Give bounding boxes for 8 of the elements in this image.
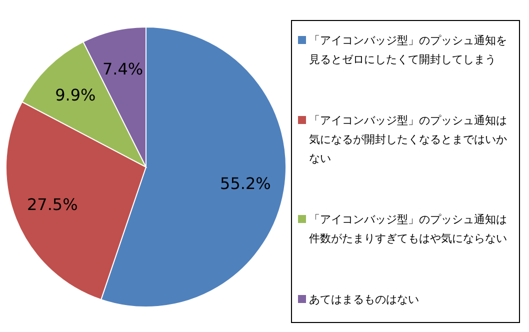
data-label: 7.4% xyxy=(102,59,144,78)
data-label: 27.5% xyxy=(26,194,78,214)
data-label: 55.2% xyxy=(220,174,271,193)
legend-label: 「アイコンバッジ型」のプッシュ通知を見るとゼロにしたくて開封してしまう xyxy=(309,33,508,68)
data-label: 9.9% xyxy=(55,86,96,105)
legend-label: 「アイコンバッジ型」のプッシュ通知は気になるが開封したくなるとまではいかない xyxy=(309,113,508,167)
legend-label: あてはまるものはない xyxy=(309,292,419,308)
legend-label: 「アイコンバッジ型」のプッシュ通知は件数がたまりすぎてもはや気にならない xyxy=(309,212,508,247)
